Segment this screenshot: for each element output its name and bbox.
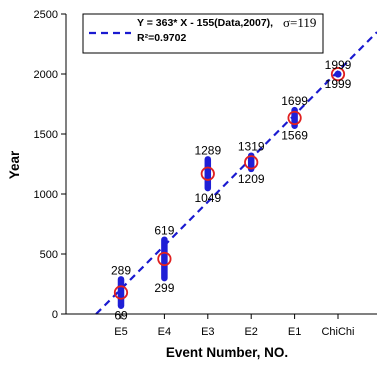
legend-box [82, 13, 324, 54]
range-high-label: 1289 [194, 143, 221, 157]
x-tick-label: ChiChi [321, 326, 354, 338]
age-range-bar [334, 70, 342, 78]
midpoint-marker [244, 155, 259, 170]
x-tick-label: E4 [158, 326, 171, 338]
range-high-label: 619 [154, 224, 174, 238]
fit-line-layer [95, 31, 377, 315]
midpoint-markers-layer [113, 67, 346, 300]
range-bars-layer [117, 70, 342, 309]
y-tick-label: 1000 [34, 189, 58, 201]
range-low-label: 1569 [281, 129, 308, 143]
midpoint-marker [330, 67, 346, 82]
range-high-label: 1319 [238, 140, 265, 154]
axes: 0 500 1000 1500 2000 2500 E5 E4 E3 E2 E1 ChiChi [34, 9, 377, 338]
range-high-label: 1999 [325, 58, 352, 72]
midpoint-marker [113, 285, 129, 300]
x-axis-title: Event Number, NO. [166, 345, 288, 360]
x-tick-label: E5 [114, 326, 127, 338]
legend-sigma: σ=119 [283, 15, 316, 30]
range-labels-layer: 2896961929912891049131912091699156919991… [111, 58, 352, 323]
legend-r2: R²=0.9702 [137, 32, 186, 44]
y-tick-label: 1500 [34, 129, 58, 141]
y-axis-title: Year [7, 150, 22, 179]
midpoint-marker [287, 110, 302, 126]
legend-equation: Y = 363* X - 155(Data,2007), [137, 17, 273, 29]
x-tick-label: E3 [201, 326, 214, 338]
x-tick-label: E1 [288, 326, 301, 338]
midpoint-marker [200, 166, 215, 181]
y-tick-label: 2500 [34, 9, 58, 21]
range-low-label: 299 [154, 281, 174, 295]
x-tick-label: E2 [244, 326, 257, 338]
range-low-label: 1209 [238, 172, 265, 186]
midpoint-marker [157, 251, 172, 267]
regression-line [95, 31, 377, 315]
range-high-label: 1699 [281, 94, 308, 108]
range-high-label: 289 [111, 263, 131, 277]
range-low-label: 1049 [194, 191, 221, 205]
legend: Y = 363* X - 155(Data,2007), σ=119 R²=0.… [82, 13, 324, 54]
y-tick-label: 500 [40, 249, 58, 261]
range-low-label: 1999 [325, 77, 352, 91]
y-tick-label: 0 [52, 309, 58, 321]
y-tick-label: 2000 [34, 69, 58, 81]
